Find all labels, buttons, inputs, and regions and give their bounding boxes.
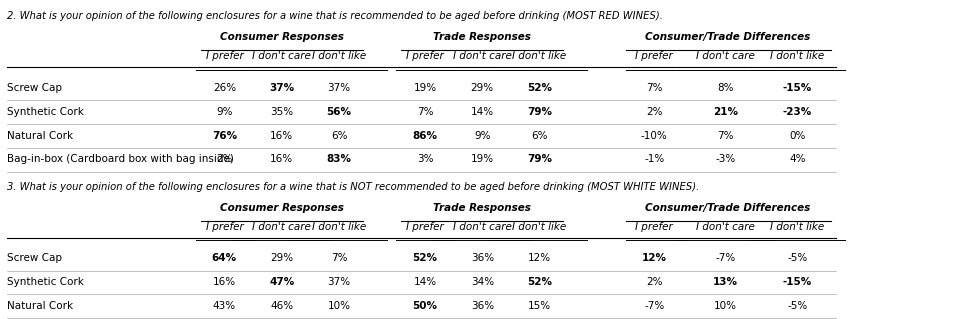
Text: 50%: 50%	[413, 301, 437, 311]
Text: 7%: 7%	[416, 107, 434, 117]
Text: 36%: 36%	[471, 301, 494, 311]
Text: 6%: 6%	[330, 130, 348, 141]
Text: -1%: -1%	[644, 154, 665, 165]
Text: 7%: 7%	[717, 130, 734, 141]
Text: -5%: -5%	[787, 253, 808, 263]
Text: 52%: 52%	[527, 277, 552, 287]
Text: 19%: 19%	[414, 83, 436, 93]
Text: Trade Responses: Trade Responses	[434, 203, 531, 212]
Text: Consumer Responses: Consumer Responses	[220, 203, 344, 212]
Text: Consumer Responses: Consumer Responses	[220, 32, 344, 42]
Text: -7%: -7%	[715, 253, 736, 263]
Text: I prefer: I prefer	[406, 51, 444, 61]
Text: 79%: 79%	[527, 154, 552, 165]
Text: I don't like: I don't like	[513, 222, 566, 232]
Text: 9%: 9%	[474, 130, 491, 141]
Text: I don't care: I don't care	[696, 51, 755, 61]
Text: 12%: 12%	[528, 253, 551, 263]
Text: -7%: -7%	[644, 301, 665, 311]
Text: 34%: 34%	[471, 277, 494, 287]
Text: -15%: -15%	[783, 277, 812, 287]
Text: I prefer: I prefer	[635, 51, 673, 61]
Text: 6%: 6%	[531, 130, 548, 141]
Text: 19%: 19%	[471, 154, 494, 165]
Text: I don't care: I don't care	[453, 222, 512, 232]
Text: 3%: 3%	[416, 154, 434, 165]
Text: 36%: 36%	[471, 253, 494, 263]
Text: I don't care: I don't care	[453, 51, 512, 61]
Text: 52%: 52%	[527, 83, 552, 93]
Text: 9%: 9%	[216, 107, 233, 117]
Text: 47%: 47%	[269, 277, 294, 287]
Text: 2. What is your opinion of the following enclosures for a wine that is recommend: 2. What is your opinion of the following…	[7, 11, 663, 21]
Text: I don't like: I don't like	[312, 51, 366, 61]
Text: 8%: 8%	[717, 83, 734, 93]
Text: Screw Cap: Screw Cap	[7, 83, 62, 93]
Text: Natural Cork: Natural Cork	[7, 301, 73, 311]
Text: I prefer: I prefer	[406, 222, 444, 232]
Text: 43%: 43%	[213, 301, 236, 311]
Text: I don't care: I don't care	[252, 51, 311, 61]
Text: 26%: 26%	[213, 83, 236, 93]
Text: 16%: 16%	[270, 154, 293, 165]
Text: 83%: 83%	[327, 154, 351, 165]
Text: 0%: 0%	[789, 130, 806, 141]
Text: 2%: 2%	[216, 154, 233, 165]
Text: Consumer/Trade Differences: Consumer/Trade Differences	[645, 32, 811, 42]
Text: I don't care: I don't care	[252, 222, 311, 232]
Text: 10%: 10%	[714, 301, 737, 311]
Text: 46%: 46%	[270, 301, 293, 311]
Text: Screw Cap: Screw Cap	[7, 253, 62, 263]
Text: Natural Cork: Natural Cork	[7, 130, 73, 141]
Text: Consumer/Trade Differences: Consumer/Trade Differences	[645, 203, 811, 212]
Text: 13%: 13%	[713, 277, 738, 287]
Text: 29%: 29%	[471, 83, 494, 93]
Text: 37%: 37%	[269, 83, 294, 93]
Text: Bag-in-box (Cardboard box with bag inside): Bag-in-box (Cardboard box with bag insid…	[7, 154, 234, 165]
Text: I don't like: I don't like	[513, 51, 566, 61]
Text: 14%: 14%	[414, 277, 436, 287]
Text: -5%: -5%	[787, 301, 808, 311]
Text: 3. What is your opinion of the following enclosures for a wine that is NOT recom: 3. What is your opinion of the following…	[7, 182, 699, 192]
Text: 16%: 16%	[213, 277, 236, 287]
Text: Synthetic Cork: Synthetic Cork	[7, 277, 83, 287]
Text: I don't care: I don't care	[696, 222, 755, 232]
Text: 79%: 79%	[527, 107, 552, 117]
Text: 12%: 12%	[642, 253, 667, 263]
Text: 86%: 86%	[413, 130, 437, 141]
Text: 4%: 4%	[789, 154, 806, 165]
Text: 7%: 7%	[646, 83, 663, 93]
Text: 64%: 64%	[212, 253, 237, 263]
Text: Trade Responses: Trade Responses	[434, 32, 531, 42]
Text: 21%: 21%	[713, 107, 738, 117]
Text: I prefer: I prefer	[635, 222, 673, 232]
Text: 7%: 7%	[330, 253, 348, 263]
Text: -15%: -15%	[783, 83, 812, 93]
Text: -3%: -3%	[715, 154, 736, 165]
Text: Synthetic Cork: Synthetic Cork	[7, 107, 83, 117]
Text: 35%: 35%	[270, 107, 293, 117]
Text: 52%: 52%	[413, 253, 437, 263]
Text: I don't like: I don't like	[312, 222, 366, 232]
Text: I don't like: I don't like	[771, 222, 824, 232]
Text: -23%: -23%	[783, 107, 812, 117]
Text: 29%: 29%	[270, 253, 293, 263]
Text: -10%: -10%	[641, 130, 668, 141]
Text: 37%: 37%	[328, 277, 350, 287]
Text: 76%: 76%	[212, 130, 237, 141]
Text: 16%: 16%	[270, 130, 293, 141]
Text: 2%: 2%	[646, 107, 663, 117]
Text: 14%: 14%	[471, 107, 494, 117]
Text: I don't like: I don't like	[771, 51, 824, 61]
Text: 37%: 37%	[328, 83, 350, 93]
Text: 2%: 2%	[646, 277, 663, 287]
Text: I prefer: I prefer	[205, 222, 244, 232]
Text: 15%: 15%	[528, 301, 551, 311]
Text: 10%: 10%	[328, 301, 350, 311]
Text: I prefer: I prefer	[205, 51, 244, 61]
Text: 56%: 56%	[327, 107, 351, 117]
